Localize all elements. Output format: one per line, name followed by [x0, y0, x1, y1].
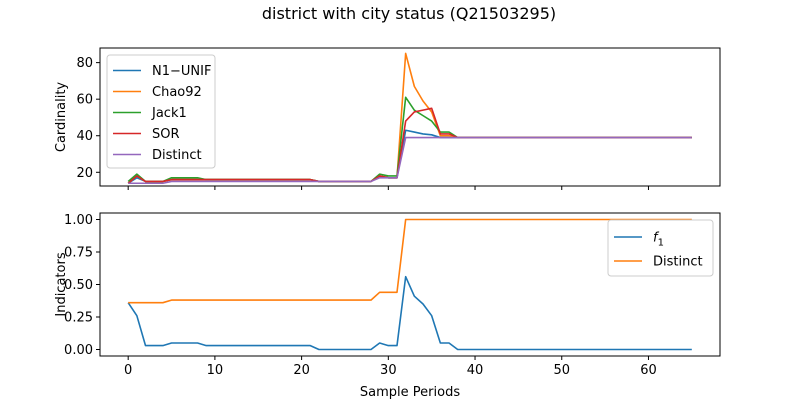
legend-label: Jack1	[151, 106, 187, 121]
x-tick-label: 60	[640, 363, 657, 378]
x-tick-label: 30	[380, 363, 397, 378]
series-line-distinct	[128, 136, 692, 185]
legend-label: Distinct	[152, 148, 202, 163]
legend-label: Distinct	[653, 255, 703, 270]
legend-box	[106, 54, 216, 169]
legend-label: f1	[653, 231, 664, 249]
x-tick-label: 0	[124, 363, 132, 378]
y-axis-label: Indicators	[54, 252, 69, 316]
plot-frame	[99, 47, 721, 187]
indicators-panel: 0 10 20 30 40 50 60 0.00 0.25 0.50 0.75 1.00 Indicat…	[54, 212, 721, 400]
x-tick-label: 10	[207, 363, 224, 378]
y-tick-label: 0.75	[64, 246, 93, 261]
legend-label: Chao92	[152, 85, 202, 100]
x-tick-label: 40	[467, 363, 484, 378]
y-axis-label: Cardinality	[54, 82, 69, 153]
y-tick-label: 60	[76, 93, 93, 108]
y-tick-label: 40	[76, 129, 93, 144]
legend-label: N1−UNIF	[152, 64, 211, 79]
series-line-distinct	[128, 218, 692, 304]
figure-title: district with city status (Q21503295)	[262, 4, 556, 23]
x-axis-label: Sample Periods	[360, 385, 460, 400]
y-tick-label: 0.50	[64, 278, 93, 293]
y-tick-label: 20	[76, 166, 93, 181]
cardinality-panel: 20 40 60 80 Cardinality N1−UNIF Chao92 Jack1 SOR…	[54, 47, 721, 190]
x-tick-label: 50	[553, 363, 570, 378]
y-tick-label: 0.25	[64, 311, 93, 326]
y-tick-label: 1.00	[64, 213, 93, 228]
y-tick-label: 0.00	[64, 343, 93, 358]
series-line-f1	[127, 275, 692, 351]
x-tick-label: 20	[293, 363, 310, 378]
y-tick-label: 80	[76, 56, 93, 71]
legend-box	[607, 219, 714, 277]
legend-label: SOR	[152, 127, 180, 142]
